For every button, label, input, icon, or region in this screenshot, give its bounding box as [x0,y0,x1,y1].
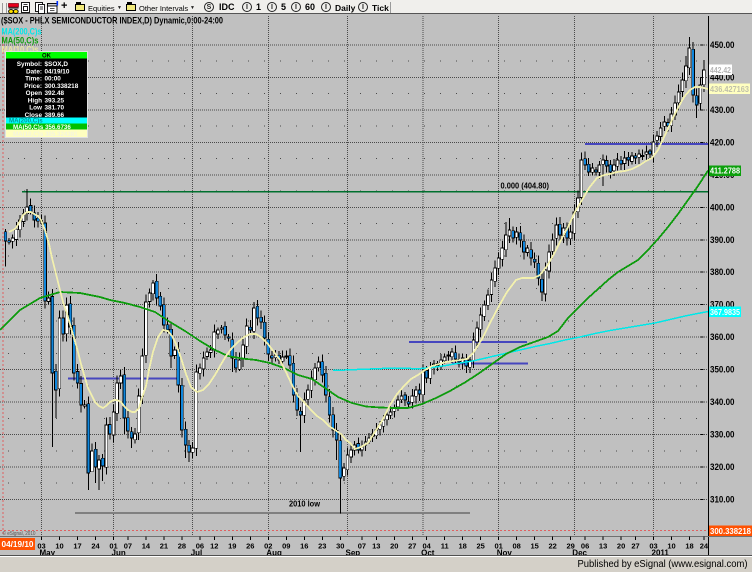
svg-text:17: 17 [73,542,81,551]
svg-text:MA(10,C)s: MA(10,C)s [2,45,39,55]
svg-text:MA(50,C)s: MA(50,C)s [2,36,39,46]
svg-text:22: 22 [549,542,557,551]
svg-text:381.70: 381.70 [45,105,65,112]
svg-text:Open: Open [26,90,42,97]
svg-text:$SOX,D: $SOX,D [45,61,69,68]
svg-text:Jun: Jun [112,549,126,558]
svg-text:02: 02 [264,542,272,551]
svg-text:08: 08 [513,542,521,551]
svg-text:300.338218: 300.338218 [45,83,79,90]
svg-text:18: 18 [685,542,693,551]
svg-text:MA(200,C)s: MA(200,C)s [9,118,43,125]
svg-text:13: 13 [372,542,380,551]
svg-text:03: 03 [37,542,45,551]
svg-text:442.42: 442.42 [710,65,731,75]
svg-text:393.25: 393.25 [45,98,65,105]
svg-text:13: 13 [599,542,607,551]
svg-text:01: 01 [495,542,503,551]
svg-text:MA(50,C)s 356.6736: MA(50,C)s 356.6736 [13,124,71,131]
svg-text:23: 23 [318,542,326,551]
svg-text:28: 28 [178,542,186,551]
svg-text:High: High [28,98,42,105]
svg-text:Sep: Sep [346,549,361,558]
svg-text:03: 03 [649,542,657,551]
svg-text:310.00: 310.00 [710,494,735,504]
svg-text:Published by eSignal (www.esig: Published by eSignal (www.esignal.com) [578,559,748,570]
svg-text:20: 20 [390,542,398,551]
svg-text:16: 16 [300,542,308,551]
svg-text:389.66: 389.66 [45,112,65,119]
svg-text:20: 20 [617,542,625,551]
svg-text:10: 10 [55,542,63,551]
svg-text:Jul: Jul [191,549,203,558]
svg-text:04/19/10: 04/19/10 [2,540,35,549]
svg-text:09: 09 [282,542,290,551]
svg-text:21: 21 [160,542,168,551]
svg-text:440.00: 440.00 [710,73,735,83]
svg-text:411.2788: 411.2788 [710,166,740,176]
svg-text:400.00: 400.00 [710,202,735,212]
svg-text:($SOX - PHLX SEMICONDUCTOR IND: ($SOX - PHLX SEMICONDUCTOR INDEX,D) Dyna… [1,16,223,27]
svg-text:MA(10,C)s 385.324381: MA(10,C)s 385.324381 [13,131,78,138]
svg-text:MA(200,C)s: MA(200,C)s [2,27,42,37]
svg-text:15: 15 [531,542,539,551]
svg-text:0.000 (404.80): 0.000 (404.80) [501,181,550,191]
svg-text:10: 10 [667,542,675,551]
svg-text:14: 14 [142,542,151,551]
svg-text:436.427163: 436.427163 [710,84,749,94]
svg-text:380.00: 380.00 [710,267,735,277]
svg-text:350.00: 350.00 [710,365,735,375]
svg-text:19: 19 [228,542,236,551]
svg-text:00:00: 00:00 [45,76,62,83]
svg-text:May: May [40,549,56,558]
svg-text:24: 24 [91,542,100,551]
svg-text:430.00: 430.00 [710,105,735,115]
svg-text:Symbol:: Symbol: [17,61,42,68]
svg-text:07: 07 [358,542,366,551]
svg-text:07: 07 [124,542,132,551]
svg-text:OK: OK [42,54,52,60]
svg-text:30: 30 [336,542,344,551]
svg-text:27: 27 [408,542,416,551]
svg-text:420.00: 420.00 [710,137,735,147]
svg-text:Aug: Aug [266,549,282,558]
svg-text:2010 low: 2010 low [289,500,321,509]
svg-text:320.00: 320.00 [710,462,735,472]
svg-text:29: 29 [567,542,575,551]
svg-text:Close: Close [25,112,43,119]
svg-text:367.9835: 367.9835 [710,307,740,317]
svg-text:Time:: Time: [25,76,42,83]
svg-text:2011: 2011 [652,549,670,558]
svg-text:04: 04 [423,542,432,551]
svg-text:18: 18 [459,542,467,551]
svg-text:26: 26 [246,542,254,551]
svg-text:27: 27 [631,542,639,551]
svg-text:06: 06 [196,542,204,551]
svg-text:11: 11 [441,542,449,551]
svg-text:24: 24 [700,542,709,551]
svg-text:450.00: 450.00 [710,40,735,50]
svg-text:390.00: 390.00 [710,235,735,245]
svg-text:Price:: Price: [24,83,42,90]
svg-text:Nov: Nov [497,549,513,558]
svg-text:12: 12 [210,542,218,551]
svg-text:392.48: 392.48 [45,90,65,97]
svg-text:Low: Low [29,105,42,112]
svg-text:04/19/10: 04/19/10 [45,69,70,76]
svg-text:330.00: 330.00 [710,430,735,440]
svg-text:© eSignal, 2010: © eSignal, 2010 [3,530,36,537]
svg-text:06: 06 [581,542,589,551]
svg-text:Dec: Dec [572,549,587,558]
svg-text:300.338218: 300.338218 [710,526,751,536]
svg-text:01: 01 [109,542,117,551]
svg-text:25: 25 [477,542,485,551]
svg-text:370.00: 370.00 [710,300,735,310]
svg-text:Date:: Date: [26,69,42,76]
svg-text:Oct: Oct [421,549,435,558]
svg-text:340.00: 340.00 [710,397,735,407]
svg-text:360.00: 360.00 [710,332,735,342]
